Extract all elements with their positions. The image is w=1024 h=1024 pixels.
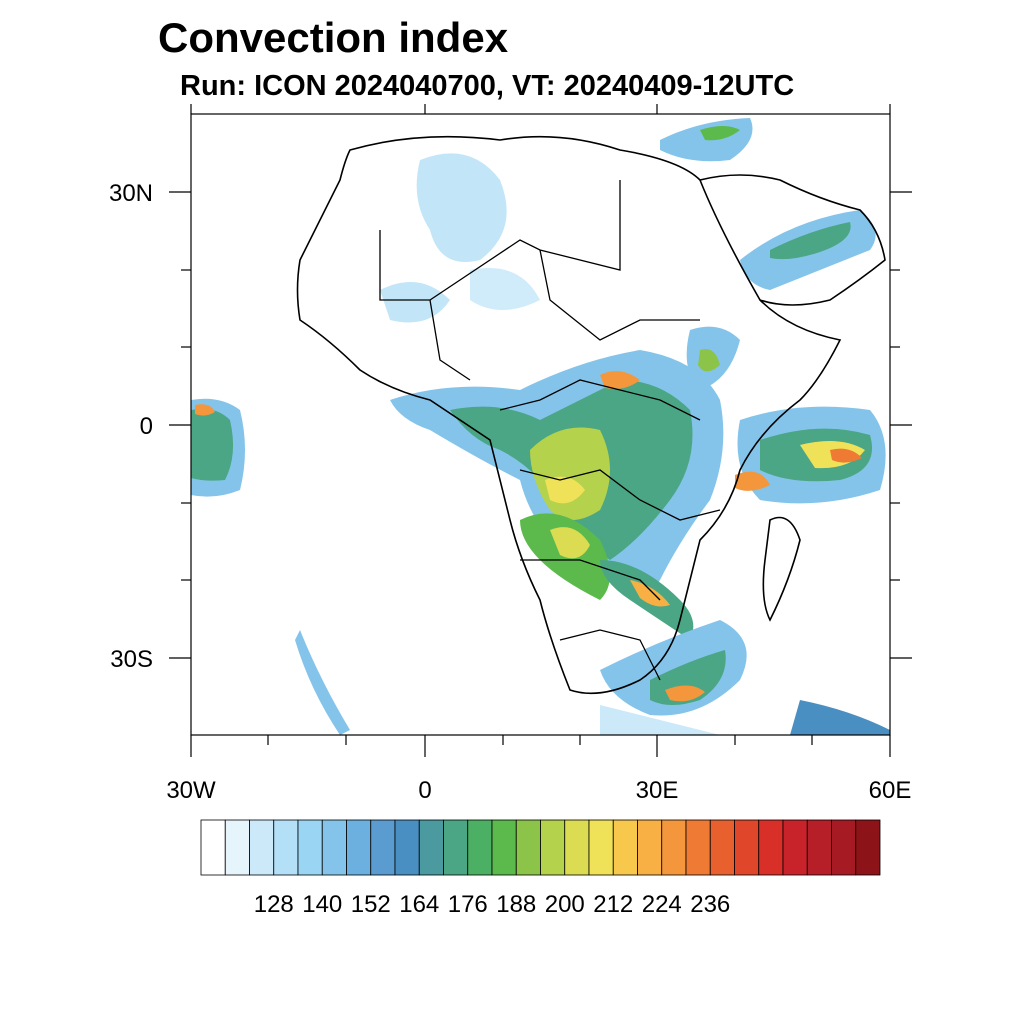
colorbar-swatch: [758, 819, 784, 876]
y-tick-label: 30N: [109, 180, 153, 207]
colorbar-swatch: [734, 819, 760, 876]
colorbar-swatch: [564, 819, 590, 876]
colorbar-swatch: [588, 819, 614, 876]
colorbar-label: 200: [545, 891, 585, 918]
colorbar-swatch: [321, 819, 347, 876]
coastline: [296, 135, 886, 695]
colorbar-swatch: [540, 819, 566, 876]
country-borders: [379, 180, 721, 681]
colorbar-label: 152: [351, 891, 391, 918]
colorbar-label: 188: [496, 891, 536, 918]
colorbar-swatch: [709, 819, 735, 876]
x-tick-label: 0: [418, 777, 431, 804]
colorbar-labels: 128 140 152 164 176 188 200 212 224 236: [254, 891, 731, 918]
colorbar-label: 224: [642, 891, 682, 918]
x-tick-label: 30W: [166, 777, 216, 804]
colorbar-swatch: [249, 819, 275, 876]
colorbar-swatch: [224, 819, 250, 876]
colorbar-swatch: [394, 819, 420, 876]
colorbar-swatch: [443, 819, 469, 876]
colorbar-swatch: [491, 819, 517, 876]
y-tick-label: 30S: [110, 646, 153, 673]
x-tick-label: 30E: [636, 777, 679, 804]
colorbar-swatch: [467, 819, 493, 876]
colorbar-swatch: [273, 819, 299, 876]
map-subtitle: Run: ICON 2024040700, VT: 20240409-12UTC: [180, 70, 795, 102]
colorbar-swatch: [685, 819, 711, 876]
colorbar-swatch: [831, 819, 857, 876]
map-title: Convection index: [158, 14, 509, 61]
colorbar-swatch: [200, 819, 226, 876]
colorbar-swatch: [855, 819, 881, 876]
colorbar: [200, 819, 881, 876]
colorbar-swatch: [782, 819, 808, 876]
colorbar-swatch: [637, 819, 663, 876]
colorbar-swatch: [418, 819, 444, 876]
y-tick-label: 0: [140, 413, 153, 440]
colorbar-swatch: [661, 819, 687, 876]
colorbar-swatch: [297, 819, 323, 876]
colorbar-swatch: [346, 819, 372, 876]
colorbar-label: 140: [302, 891, 342, 918]
colorbar-label: 164: [399, 891, 439, 918]
x-tick-label: 60E: [869, 777, 912, 804]
colorbar-label: 128: [254, 891, 294, 918]
colorbar-swatch: [806, 819, 832, 876]
colorbar-label: 212: [593, 891, 633, 918]
colorbar-label: 176: [448, 891, 488, 918]
axis-ticks: [169, 104, 912, 757]
colorbar-swatch: [515, 819, 541, 876]
colorbar-label: 236: [690, 891, 730, 918]
colorbar-swatch: [612, 819, 638, 876]
colorbar-swatch: [370, 819, 396, 876]
convection-field: [191, 118, 890, 735]
